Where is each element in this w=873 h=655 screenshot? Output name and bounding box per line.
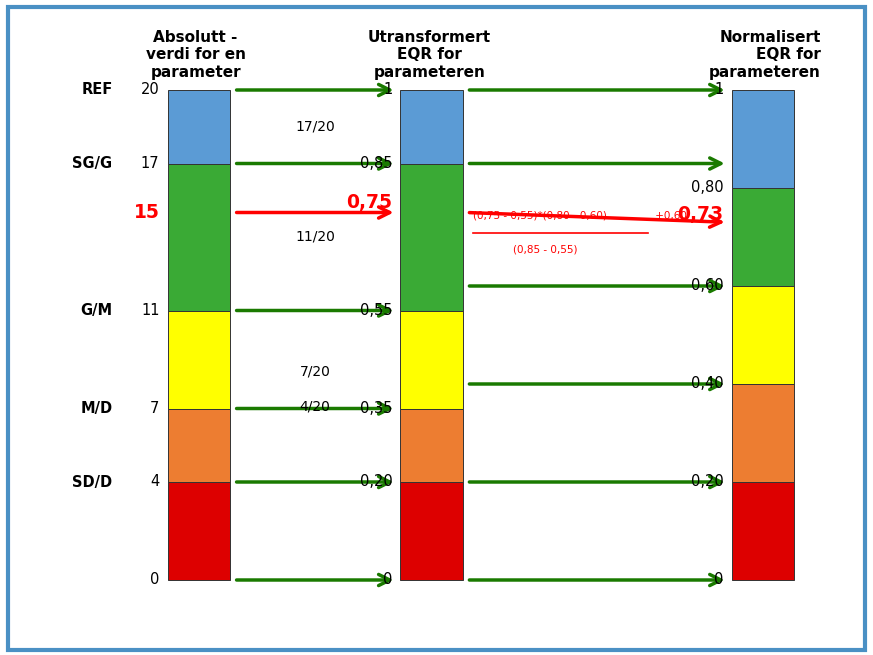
Bar: [401, 482, 463, 580]
Text: 0,60: 0,60: [691, 278, 724, 293]
Text: 0: 0: [150, 572, 160, 588]
Bar: [732, 384, 794, 482]
Text: 11/20: 11/20: [295, 230, 335, 244]
Text: Normalisert
EQR for
parameteren: Normalisert EQR for parameteren: [709, 30, 821, 80]
Bar: [168, 164, 230, 310]
Text: 0,55: 0,55: [360, 303, 392, 318]
Text: 0,75: 0,75: [347, 193, 392, 212]
Text: 1: 1: [383, 83, 392, 98]
Text: 0,85: 0,85: [360, 156, 392, 171]
Text: 7: 7: [150, 401, 160, 416]
Text: +0,60: +0,60: [652, 210, 687, 221]
Bar: [732, 482, 794, 580]
Bar: [168, 482, 230, 580]
Text: Absolutt -
verdi for en
parameter: Absolutt - verdi for en parameter: [146, 30, 245, 80]
Bar: [732, 188, 794, 286]
Text: 4/20: 4/20: [299, 399, 331, 413]
Text: Utransformert
EQR for
parameteren: Utransformert EQR for parameteren: [368, 30, 491, 80]
FancyBboxPatch shape: [8, 7, 865, 650]
Bar: [401, 310, 463, 409]
Text: 7/20: 7/20: [299, 365, 331, 379]
Text: REF: REF: [81, 83, 113, 98]
Bar: [168, 310, 230, 409]
Text: (0,75 - 0,55)*(0,80 - 0,60): (0,75 - 0,55)*(0,80 - 0,60): [472, 210, 607, 221]
Text: 0,35: 0,35: [360, 401, 392, 416]
Text: 20: 20: [141, 83, 160, 98]
Bar: [401, 409, 463, 482]
Text: 1: 1: [714, 83, 724, 98]
Text: SD/D: SD/D: [72, 474, 113, 489]
Bar: [168, 90, 230, 164]
Text: G/M: G/M: [80, 303, 113, 318]
Bar: [732, 90, 794, 188]
Text: 0,20: 0,20: [360, 474, 392, 489]
Text: 0,20: 0,20: [691, 474, 724, 489]
Text: 0,73: 0,73: [677, 205, 724, 224]
Text: 17: 17: [141, 156, 160, 171]
Text: 17/20: 17/20: [295, 120, 335, 134]
Bar: [732, 286, 794, 384]
Text: 4: 4: [150, 474, 160, 489]
Bar: [168, 409, 230, 482]
Text: 0: 0: [714, 572, 724, 588]
Text: (0,85 - 0,55): (0,85 - 0,55): [512, 244, 577, 255]
Text: SG/G: SG/G: [72, 156, 113, 171]
Text: 0,40: 0,40: [691, 377, 724, 392]
Bar: [401, 164, 463, 310]
Text: M/D: M/D: [80, 401, 113, 416]
Text: 11: 11: [141, 303, 160, 318]
Text: 0: 0: [383, 572, 392, 588]
Text: 0,80: 0,80: [691, 181, 724, 195]
Bar: [401, 90, 463, 164]
Text: 15: 15: [134, 203, 160, 222]
